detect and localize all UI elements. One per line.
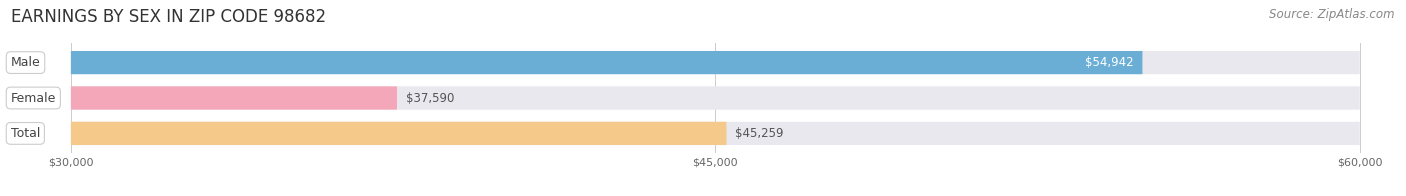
Text: EARNINGS BY SEX IN ZIP CODE 98682: EARNINGS BY SEX IN ZIP CODE 98682 xyxy=(11,8,326,26)
FancyBboxPatch shape xyxy=(70,51,1143,74)
Text: $45,259: $45,259 xyxy=(735,127,785,140)
Text: Total: Total xyxy=(11,127,39,140)
FancyBboxPatch shape xyxy=(70,122,727,145)
Text: Source: ZipAtlas.com: Source: ZipAtlas.com xyxy=(1270,8,1395,21)
FancyBboxPatch shape xyxy=(70,86,396,110)
Text: $54,942: $54,942 xyxy=(1085,56,1133,69)
FancyBboxPatch shape xyxy=(70,122,1360,145)
Text: Male: Male xyxy=(11,56,41,69)
Text: Female: Female xyxy=(11,92,56,104)
FancyBboxPatch shape xyxy=(70,51,1360,74)
Text: $37,590: $37,590 xyxy=(406,92,454,104)
FancyBboxPatch shape xyxy=(70,86,1360,110)
